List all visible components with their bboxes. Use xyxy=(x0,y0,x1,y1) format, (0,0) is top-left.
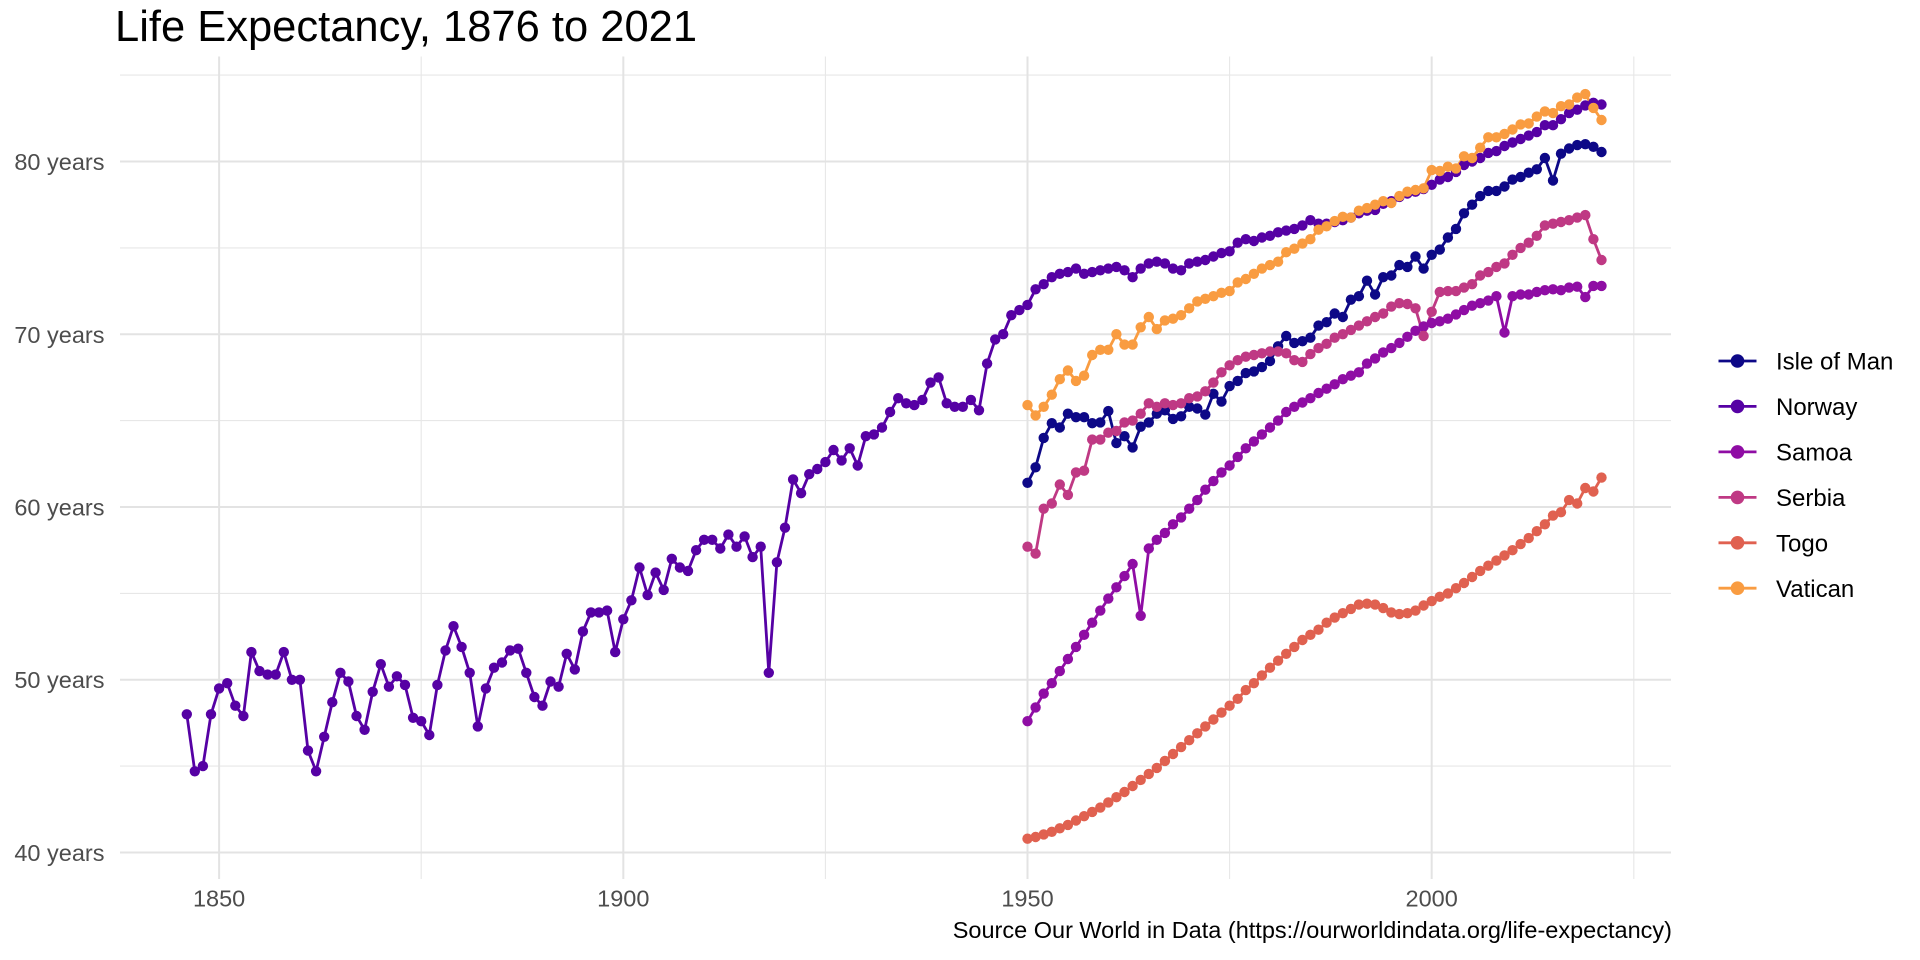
svg-text:Source Our World in Data (http: Source Our World in Data (https://ourwor… xyxy=(953,917,1672,943)
svg-text:1850: 1850 xyxy=(193,886,245,912)
svg-text:50 years: 50 years xyxy=(14,667,104,693)
svg-text:Serbia: Serbia xyxy=(1776,485,1846,512)
svg-text:70 years: 70 years xyxy=(14,322,104,348)
svg-text:1900: 1900 xyxy=(597,886,649,912)
svg-text:Vatican: Vatican xyxy=(1776,576,1854,603)
svg-text:40 years: 40 years xyxy=(14,840,104,866)
svg-text:Life Expectancy, 1876 to 2021: Life Expectancy, 1876 to 2021 xyxy=(115,3,697,51)
svg-text:Samoa: Samoa xyxy=(1776,439,1853,466)
svg-text:Isle of Man: Isle of Man xyxy=(1776,349,1893,376)
svg-text:1950: 1950 xyxy=(1001,886,1053,912)
svg-text:60 years: 60 years xyxy=(14,495,104,521)
svg-text:Norway: Norway xyxy=(1776,394,1857,421)
svg-text:80 years: 80 years xyxy=(14,149,104,175)
svg-text:2000: 2000 xyxy=(1406,886,1458,912)
svg-text:Togo: Togo xyxy=(1776,530,1828,557)
